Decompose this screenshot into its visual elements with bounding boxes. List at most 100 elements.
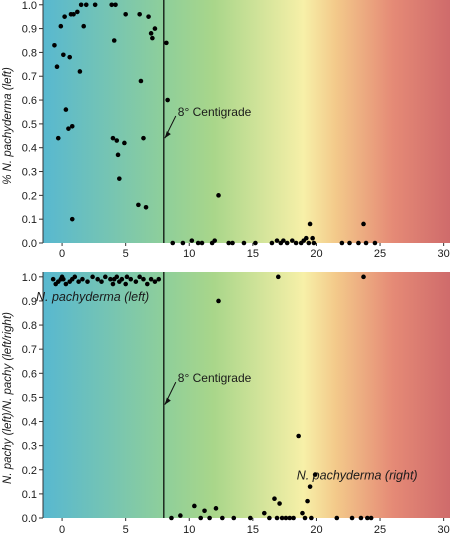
data-point (92, 2, 98, 8)
y-tick-label: 0.6 (22, 368, 37, 380)
data-point (365, 515, 370, 521)
data-point (63, 107, 69, 112)
data-point (83, 2, 89, 8)
data-point (339, 240, 345, 246)
data-point (85, 279, 90, 284)
y-tick-label: 0.5 (22, 119, 37, 131)
data-point (274, 238, 280, 243)
data-point (152, 279, 158, 284)
data-point (281, 238, 286, 243)
y-tick-label: 0.3 (22, 167, 37, 179)
data-point (302, 515, 308, 521)
data-point (202, 508, 207, 514)
y-tick-label: 0.4 (22, 143, 37, 155)
plot-background (43, 272, 450, 518)
threshold-arrowhead (164, 131, 171, 139)
y-tick-label: 0.1 (22, 214, 37, 226)
data-point (361, 274, 366, 280)
data-point (178, 513, 183, 518)
data-point (63, 281, 69, 287)
data-point (148, 276, 154, 282)
data-point (309, 515, 314, 521)
data-point (284, 240, 290, 246)
data-point (152, 26, 158, 31)
data-point (307, 221, 313, 227)
data-point (248, 515, 253, 521)
x-tick-label: 20 (310, 248, 322, 260)
data-point (114, 274, 120, 280)
data-point (50, 276, 56, 282)
data-point (76, 279, 81, 284)
x-tick-label: 0 (59, 524, 65, 534)
series-annotation: N. pachyderma (left) (36, 290, 149, 304)
data-point (293, 240, 299, 246)
data-point (123, 11, 128, 17)
data-point (95, 276, 100, 282)
data-point (216, 298, 221, 304)
data-point (71, 11, 76, 17)
data-point (372, 240, 378, 246)
data-point (114, 138, 120, 143)
data-point (117, 176, 122, 181)
data-point (169, 515, 174, 521)
series-annotation: N. pachyderma (right) (297, 468, 418, 482)
data-point (253, 240, 258, 246)
data-point (207, 515, 212, 521)
data-point (189, 238, 195, 243)
data-point (269, 240, 275, 246)
data-point (275, 274, 281, 280)
data-point (144, 281, 150, 287)
data-point (103, 274, 108, 280)
data-point (108, 276, 113, 282)
x-tick-label: 15 (247, 524, 259, 534)
data-point (146, 14, 151, 19)
x-tick-label: 30 (438, 524, 450, 534)
y-tick-label: 0.8 (22, 320, 37, 332)
data-point (77, 69, 83, 74)
x-tick-label: 5 (123, 524, 129, 534)
data-point (305, 498, 310, 504)
y-axis-label-top: % N. pachyderma (left) (2, 67, 14, 185)
data-point (272, 496, 277, 502)
data-point (311, 240, 317, 246)
data-point (368, 515, 374, 521)
data-point (226, 240, 231, 246)
data-point (124, 274, 130, 280)
data-point (241, 240, 247, 246)
data-point (164, 40, 169, 46)
data-point (310, 235, 315, 241)
y-tick-label: 0.0 (22, 513, 37, 525)
x-tick-label: 15 (247, 248, 259, 260)
data-point (138, 78, 144, 84)
y-tick-label: 0.6 (22, 95, 37, 107)
data-point (113, 2, 118, 8)
y-tick-label: 0.4 (22, 417, 37, 429)
data-point (349, 515, 355, 521)
y-tick-label: 0.5 (22, 392, 37, 404)
data-point (213, 506, 219, 511)
data-point (137, 11, 142, 17)
data-point (61, 276, 66, 282)
y-tick-label: 0.3 (22, 441, 37, 453)
data-point (122, 140, 127, 146)
data-point (69, 216, 75, 222)
data-point (170, 240, 176, 246)
data-point (287, 515, 293, 521)
data-point (283, 515, 289, 521)
x-tick-label: 25 (374, 248, 386, 260)
plot-background (43, 0, 450, 243)
y-axis-label-bottom: N. pachy (left)/N. pachy (left/right) (2, 312, 14, 484)
data-point (123, 281, 128, 287)
data-point (156, 276, 162, 282)
data-point (78, 2, 84, 8)
data-point (99, 279, 104, 284)
data-point (109, 2, 114, 8)
data-point (80, 276, 85, 282)
data-point (289, 238, 295, 243)
data-point (220, 515, 225, 521)
data-point (277, 501, 282, 506)
data-point (111, 38, 117, 43)
data-point (75, 9, 80, 15)
data-point (195, 240, 201, 246)
